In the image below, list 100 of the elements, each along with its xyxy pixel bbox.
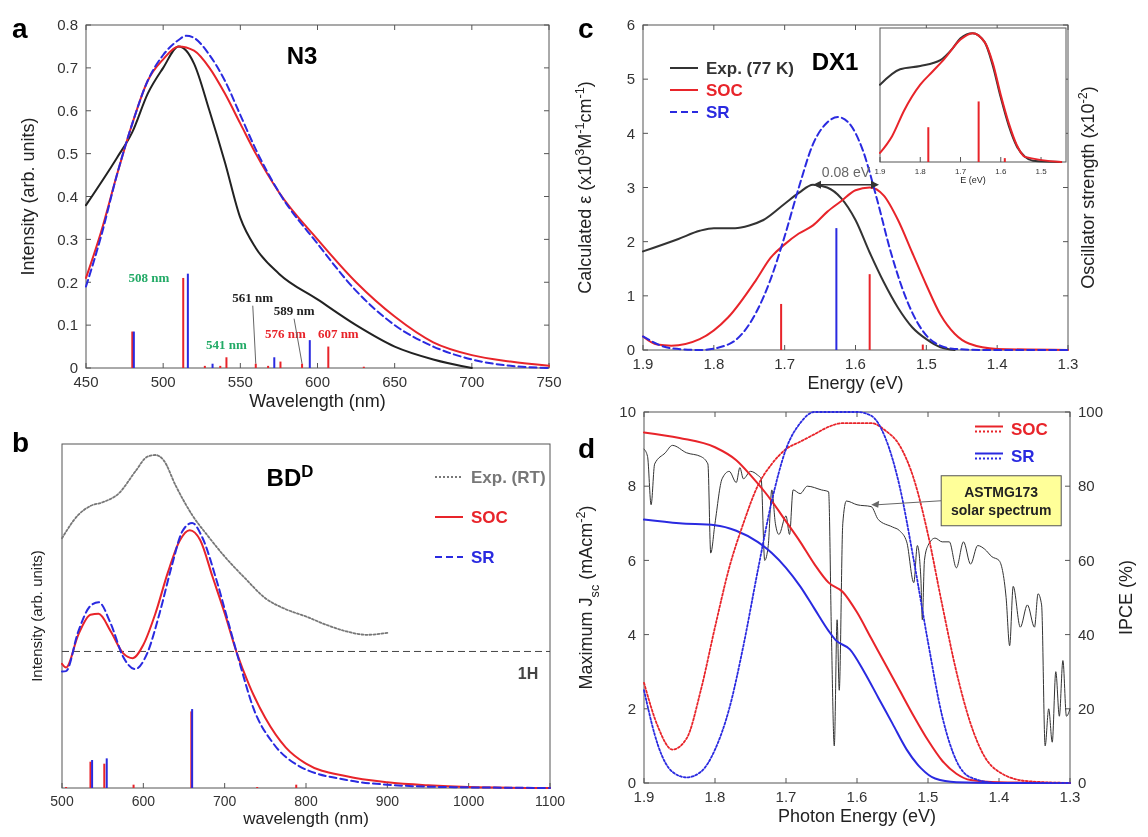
y-tick-label: 10 bbox=[619, 403, 636, 421]
y-tick-label: 0 bbox=[626, 341, 635, 359]
x-tick-label: 1.4 bbox=[988, 788, 1010, 805]
legend-label: SOC bbox=[706, 81, 743, 100]
bar bbox=[186, 273, 189, 368]
x-axis-title: wavelength (nm) bbox=[242, 809, 369, 829]
line-series bbox=[642, 183, 956, 351]
x-tick-label: 1.9 bbox=[632, 355, 654, 372]
y2-tick-label: 100 bbox=[1078, 403, 1104, 421]
text: b bbox=[12, 427, 30, 458]
x-tick-label: 1.9 bbox=[633, 788, 655, 805]
x-tick-label: 1.3 bbox=[1057, 355, 1079, 372]
bar bbox=[203, 365, 206, 368]
annotation: 576 nm bbox=[265, 325, 307, 341]
annotation: 607 nm bbox=[317, 325, 359, 341]
x-tick-label: 600 bbox=[131, 793, 156, 809]
y2-tick-label: 80 bbox=[1078, 477, 1095, 495]
x-tick-label: 1.6 bbox=[995, 167, 1007, 176]
x-tick-label: 500 bbox=[50, 793, 74, 809]
x-tick-label: 1.9 bbox=[874, 167, 887, 176]
bar bbox=[327, 346, 330, 368]
x-axis-title: E (eV) bbox=[960, 174, 986, 185]
bar bbox=[279, 361, 282, 368]
x-tick-label: 1.4 bbox=[986, 355, 1008, 372]
x-axis-title: Wavelength (nm) bbox=[249, 391, 386, 411]
x-tick-label: 1.3 bbox=[1059, 788, 1081, 805]
text: DX1 bbox=[811, 48, 859, 75]
ref-line-label: 1H bbox=[517, 665, 539, 683]
y2-tick-label: 40 bbox=[1078, 625, 1095, 643]
x-axis-title: Energy (eV) bbox=[807, 373, 904, 393]
y2-axis-title: IPCE (%) bbox=[1116, 559, 1136, 636]
bar bbox=[219, 365, 222, 368]
text: N3 bbox=[286, 42, 318, 69]
y-axis-title: Intensity (arb. units) bbox=[18, 117, 38, 276]
y-tick-label: 0.7 bbox=[57, 59, 78, 77]
x-tick-label: 750 bbox=[536, 373, 562, 390]
x-tick-label: 500 bbox=[150, 373, 176, 390]
y-tick-label: 0 bbox=[627, 774, 636, 792]
y-tick-label: 4 bbox=[627, 625, 636, 643]
bar bbox=[225, 357, 228, 368]
bar bbox=[273, 357, 276, 368]
x-tick-label: 650 bbox=[382, 373, 408, 390]
bar bbox=[267, 365, 270, 368]
y-tick-label: 3 bbox=[626, 178, 635, 196]
bar bbox=[103, 763, 106, 788]
y-tick-label: 2 bbox=[627, 700, 636, 718]
legend-label: SOC bbox=[471, 508, 508, 527]
legend-label: SR bbox=[706, 103, 730, 122]
x-tick-label: 1.5 bbox=[1035, 167, 1048, 176]
x-tick-label: 1.5 bbox=[917, 788, 939, 805]
x-tick-label: 1.8 bbox=[704, 788, 726, 805]
y2-tick-label: 20 bbox=[1078, 700, 1095, 718]
x-tick-label: 1.6 bbox=[845, 355, 866, 372]
x-tick-label: 700 bbox=[459, 373, 485, 390]
legend-label: SR bbox=[471, 548, 495, 567]
y-tick-label: 0.4 bbox=[57, 187, 78, 205]
x-tick-label: 1100 bbox=[534, 793, 566, 809]
line-series bbox=[85, 45, 473, 369]
legend-label: Exp. (77 K) bbox=[706, 59, 794, 78]
y-tick-label: 0.3 bbox=[57, 230, 78, 248]
annotation: 561 nm bbox=[232, 289, 274, 305]
bar bbox=[105, 758, 108, 788]
x-tick-label: 600 bbox=[304, 373, 331, 390]
bar bbox=[868, 274, 871, 350]
bar bbox=[835, 228, 838, 350]
y2-tick-label: 0 bbox=[1078, 774, 1087, 792]
bar bbox=[182, 277, 185, 368]
x-tick-label: 1.8 bbox=[914, 167, 927, 176]
x-tick-label: 1.7 bbox=[954, 167, 967, 176]
bar bbox=[780, 303, 783, 350]
y-tick-label: 8 bbox=[627, 477, 636, 495]
x-tick-label: 1.6 bbox=[846, 788, 868, 805]
x-tick-label: 1000 bbox=[453, 793, 485, 809]
x-tick-label: 1.8 bbox=[703, 355, 725, 372]
annotation: 508 nm bbox=[128, 270, 170, 286]
x-tick-label: 1.5 bbox=[915, 355, 937, 372]
x-axis-title: Photon Energy (eV) bbox=[777, 806, 937, 826]
annotation: ASTMG173 solar spectrum bbox=[951, 483, 1052, 518]
y-tick-label: 2 bbox=[626, 232, 635, 250]
x-tick-label: 550 bbox=[227, 373, 253, 390]
line-series bbox=[642, 186, 1069, 351]
annotation: 589 nm bbox=[273, 302, 315, 318]
line-series bbox=[642, 116, 1069, 351]
y-tick-label: 6 bbox=[627, 551, 636, 569]
annotation: 541 nm bbox=[206, 337, 248, 353]
chart-title: BD$^{D}$ bbox=[266, 461, 314, 491]
y-tick-label: 0.5 bbox=[57, 144, 78, 162]
text: d bbox=[578, 433, 596, 464]
y-tick-label: 0.8 bbox=[57, 16, 78, 34]
annotation: 0.08 eV bbox=[821, 163, 871, 180]
y-tick-label: 4 bbox=[626, 124, 635, 142]
legend-label: Exp. (RT) bbox=[471, 468, 546, 487]
legend-label: SR bbox=[1011, 447, 1035, 466]
bar bbox=[308, 340, 311, 368]
y-tick-label: 0.1 bbox=[57, 316, 78, 334]
x-tick-label: 1.7 bbox=[775, 788, 797, 805]
x-tick-label: 700 bbox=[212, 793, 237, 809]
y-tick-label: 6 bbox=[626, 16, 635, 34]
legend-label: SOC bbox=[1011, 420, 1048, 439]
y-tick-label: 0.2 bbox=[57, 273, 78, 291]
